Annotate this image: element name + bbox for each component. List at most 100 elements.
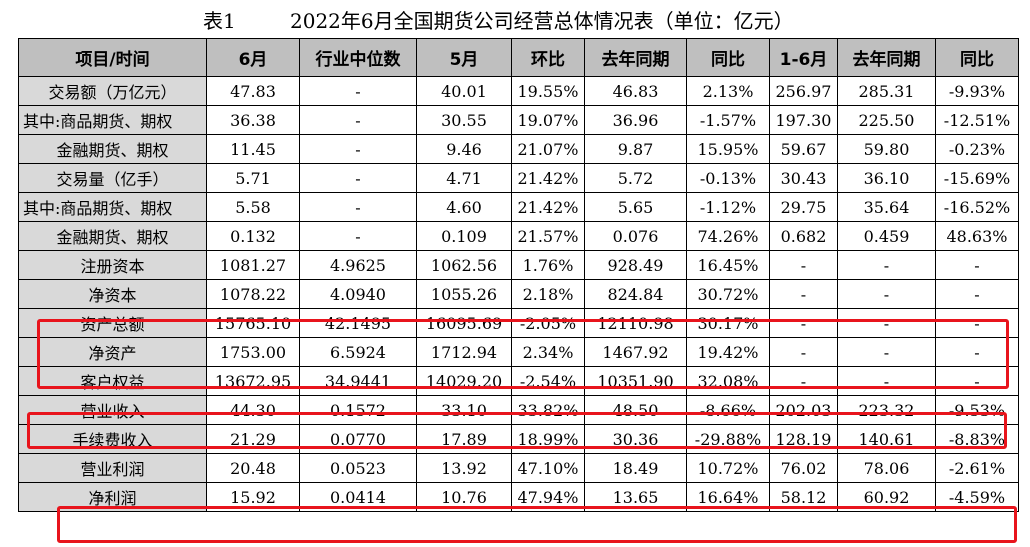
table-cell: 36.96 [584, 105, 687, 135]
table-cell: 0.682 [769, 221, 838, 251]
table-cell: 21.42% [511, 192, 585, 222]
table-cell: - [837, 279, 936, 309]
table-number: 表1 [203, 9, 236, 33]
table-cell: - [299, 163, 417, 193]
col-header-h1-last-year: 去年同期 [837, 38, 936, 77]
table-cell: 18.49 [584, 453, 687, 483]
table-cell: - [935, 308, 1019, 338]
col-header-h1: 1-6月 [769, 38, 838, 77]
table-cell: -9.53% [935, 395, 1019, 425]
table-cell: 1467.92 [584, 337, 687, 367]
table-cell: 128.19 [769, 424, 838, 454]
table-cell: 15.95% [686, 134, 770, 164]
row-label: 其中:商品期货、期权 [18, 105, 207, 135]
table-cell: 32.08% [686, 366, 770, 396]
table-cell: 60.92 [837, 482, 936, 512]
table-cell: - [769, 279, 838, 309]
row-label: 金融期货、期权 [18, 134, 207, 164]
row-label: 手续费收入 [18, 424, 207, 454]
table-cell: - [299, 76, 417, 106]
table-cell: 33.10 [416, 395, 512, 425]
table-cell: - [935, 337, 1019, 367]
table-cell: 19.42% [686, 337, 770, 367]
table-cell: 5.58 [206, 192, 300, 222]
table-cell: -12.51% [935, 105, 1019, 135]
table-cell: - [299, 221, 417, 251]
table-cell: 30.17% [686, 308, 770, 338]
table-cell: 21.07% [511, 134, 585, 164]
table-row: 营业收入 44.30 0.1572 33.10 33.82% 48.50 -8.66% 202… [18, 395, 1019, 425]
table-cell: 74.26% [686, 221, 770, 251]
table-row: 交易量（亿手） 5.71-4.71 21.42% 5.72 -0.13% 30.43 36.… [18, 163, 1019, 193]
table-cell: 46.83 [584, 76, 687, 106]
table-cell: 78.06 [837, 453, 936, 483]
table-row: 净资产 1753.00 6.5924 1712.94 2.34% 1467.92 19.42… [18, 337, 1019, 367]
table-row: 注册资本 1081.27 4.9625 1062.56 1.76% 928.49 16.45… [18, 250, 1019, 280]
table-cell: 10.72% [686, 453, 770, 483]
table-cell: 0.076 [584, 221, 687, 251]
table-cell: 1078.22 [206, 279, 300, 309]
table-cell: 140.61 [837, 424, 936, 454]
table-row: 其中:商品期货、期权 5.58-4.60 21.42% 5.65 -1.12% 29.75… [18, 192, 1019, 222]
table-cell: 256.97 [769, 76, 838, 106]
table-cell: 42.1495 [299, 308, 417, 338]
row-label: 营业收入 [18, 395, 207, 425]
table-cell: 1753.00 [206, 337, 300, 367]
table-caption: 表1 2022年6月全国期货公司经营总体情况表（单位：亿元） [0, 6, 1030, 36]
table-cell: 0.132 [206, 221, 300, 251]
table-cell: 16095.69 [416, 308, 512, 338]
table-cell: 13672.95 [206, 366, 300, 396]
table-cell: 202.03 [769, 395, 838, 425]
table-cell: 225.50 [837, 105, 936, 135]
table-cell: 16.64% [686, 482, 770, 512]
table-cell: 18.99% [511, 424, 585, 454]
table-cell: 1.76% [511, 250, 585, 280]
table-cell: 30.43 [769, 163, 838, 193]
table-cell: 21.42% [511, 163, 585, 193]
table-cell: 928.49 [584, 250, 687, 280]
row-label: 交易额（万亿元） [18, 76, 207, 106]
table-cell: -29.88% [686, 424, 770, 454]
row-label: 净资产 [18, 337, 207, 367]
table-title: 2022年6月全国期货公司经营总体情况表（单位：亿元） [290, 9, 794, 33]
table-cell: - [769, 250, 838, 280]
table-cell: 0.0414 [299, 482, 417, 512]
table-cell: - [299, 105, 417, 135]
table-row: 净资本 1078.22 4.0940 1055.26 2.18% 824.84 30.72%… [18, 279, 1019, 309]
table-row: 其中:商品期货、期权 36.38-30.55 19.07% 36.96 -1.57% 19… [18, 105, 1019, 135]
table-cell: 12110.98 [584, 308, 687, 338]
table-cell: 223.32 [837, 395, 936, 425]
table-cell: 33.82% [511, 395, 585, 425]
table-cell: 44.30 [206, 395, 300, 425]
table-cell: 76.02 [769, 453, 838, 483]
row-label: 营业利润 [18, 453, 207, 483]
table-cell: - [935, 250, 1019, 280]
table-cell: 285.31 [837, 76, 936, 106]
table-cell: 4.60 [416, 192, 512, 222]
table-cell: 9.46 [416, 134, 512, 164]
table-cell: 34.9441 [299, 366, 417, 396]
table-row: 交易额（万亿元） 47.83-40.01 19.55% 46.83 2.13% 256.9… [18, 76, 1019, 106]
table-cell: 1081.27 [206, 250, 300, 280]
table-cell: 4.0940 [299, 279, 417, 309]
header-row: 项目/时间 6月 行业中位数 5月 环比 去年同期 同比 1-6月 去年同期 同… [18, 38, 1019, 77]
table-cell: - [935, 279, 1019, 309]
table-cell: 10.76 [416, 482, 512, 512]
table-cell: 0.459 [837, 221, 936, 251]
table-cell: 35.64 [837, 192, 936, 222]
table-cell: -0.13% [686, 163, 770, 193]
table-cell: - [935, 366, 1019, 396]
table-cell: 5.65 [584, 192, 687, 222]
table-cell: 2.34% [511, 337, 585, 367]
table-cell: - [837, 250, 936, 280]
table-row: 金融期货、期权 0.132-0.109 21.57% 0.076 74.26% 0.682… [18, 221, 1019, 251]
row-label: 注册资本 [18, 250, 207, 280]
col-header-june: 6月 [206, 38, 300, 77]
table-cell: 0.109 [416, 221, 512, 251]
table-cell: 21.57% [511, 221, 585, 251]
table-cell: 0.0770 [299, 424, 417, 454]
table-cell: 30.72% [686, 279, 770, 309]
row-label: 其中:商品期货、期权 [18, 192, 207, 222]
table-cell: -2.54% [511, 366, 585, 396]
table-cell: 48.63% [935, 221, 1019, 251]
